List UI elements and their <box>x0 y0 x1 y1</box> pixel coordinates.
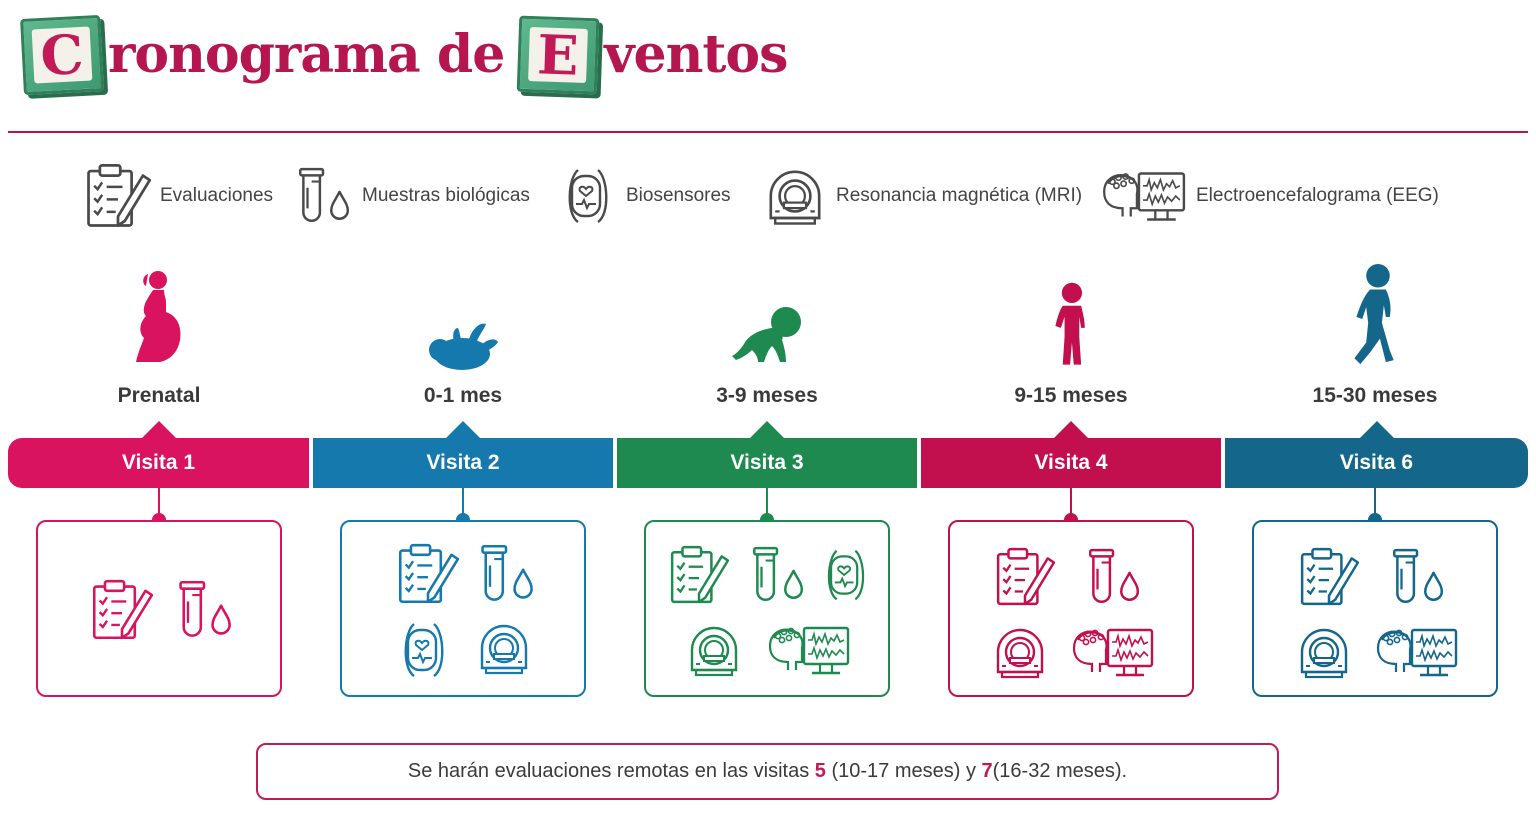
visit-bar-6: Visita 6 <box>1225 421 1528 488</box>
eeg-monitor-icon <box>1066 622 1156 682</box>
visit-card-4 <box>948 520 1194 697</box>
test-tube-drop-icon <box>1082 546 1144 608</box>
remote-visits-note: Se harán evaluaciones remotas en las vis… <box>256 743 1279 800</box>
age-label-4: 9-15 meses <box>1014 384 1128 407</box>
mri-scanner-icon <box>1294 622 1354 682</box>
visit-bar-1: Visita 1 <box>8 421 309 488</box>
visit-label: Visita 3 <box>730 451 804 474</box>
title-text-part1: ronograma de <box>108 24 505 85</box>
wristband-sensor-icon <box>818 544 874 606</box>
visit-label: Visita 1 <box>121 451 196 474</box>
visit-bar-4: Visita 4 <box>921 421 1221 488</box>
eeg-monitor-icon <box>762 620 852 680</box>
mri-scanner-icon <box>474 618 534 678</box>
legend-item-biosensores: Biosensores <box>558 160 731 232</box>
clipboard-icon <box>84 162 152 230</box>
standing-toddler-icon <box>1046 280 1096 372</box>
test-tube-drop-icon <box>474 542 538 606</box>
letter-block-c: C <box>20 14 104 96</box>
legend-item-muestras: Muestras biológicas <box>292 160 530 232</box>
visit-label: Visita 4 <box>1034 451 1108 474</box>
connector-line <box>1374 488 1376 520</box>
visit-card-3 <box>644 520 890 697</box>
eeg-monitor-icon <box>1096 164 1188 228</box>
test-tube-drop-icon <box>292 162 354 230</box>
crawling-baby-icon <box>728 300 808 370</box>
test-tube-drop-icon <box>172 578 236 642</box>
letter-block-e: E <box>516 15 600 95</box>
title-text-part2: ventos <box>604 24 788 85</box>
title-divider <box>8 131 1528 133</box>
connector-line <box>462 488 464 520</box>
visit-card-6 <box>1252 520 1498 697</box>
wristband-sensor-icon <box>558 162 618 230</box>
visit-bar-2: Visita 2 <box>313 421 613 488</box>
visit-label: Visita 2 <box>426 451 500 474</box>
clipboard-icon <box>396 542 460 606</box>
wristband-sensor-icon <box>394 618 454 682</box>
connector-line <box>766 488 768 520</box>
legend-item-evaluaciones: Evaluaciones <box>84 160 273 232</box>
clipboard-icon <box>668 544 730 606</box>
connector-line <box>158 488 160 520</box>
mri-scanner-icon <box>762 162 828 230</box>
eeg-monitor-icon <box>1370 622 1460 682</box>
age-label-3: 3-9 meses <box>716 384 818 407</box>
visit-bar-3: Visita 3 <box>617 421 917 488</box>
remote-visit-number: 7 <box>981 760 993 782</box>
page-title: C ronograma de E ventos <box>20 12 788 98</box>
age-label-5: 15-30 meses <box>1312 384 1438 407</box>
connector-line <box>1070 488 1072 520</box>
visit-card-2 <box>340 520 586 697</box>
legend-item-mri: Resonancia magnética (MRI) <box>762 160 1082 232</box>
legend-item-eeg: Electroencefalograma (EEG) <box>1096 160 1439 232</box>
mri-scanner-icon <box>990 622 1050 682</box>
newborn-baby-icon <box>424 314 504 374</box>
mri-scanner-icon <box>684 620 744 680</box>
remote-visit-number: 5 <box>814 760 826 782</box>
age-label-2: 0-1 mes <box>423 384 503 407</box>
age-label-1: Prenatal <box>117 384 201 407</box>
pregnant-woman-icon <box>120 268 200 368</box>
visit-label: Visita 6 <box>1339 451 1414 474</box>
test-tube-drop-icon <box>746 544 808 606</box>
visit-card-1 <box>36 520 282 697</box>
clipboard-icon <box>1298 546 1360 608</box>
test-tube-drop-icon <box>1386 546 1448 608</box>
walking-child-icon <box>1342 262 1412 370</box>
clipboard-icon <box>994 546 1056 608</box>
clipboard-icon <box>90 578 154 642</box>
